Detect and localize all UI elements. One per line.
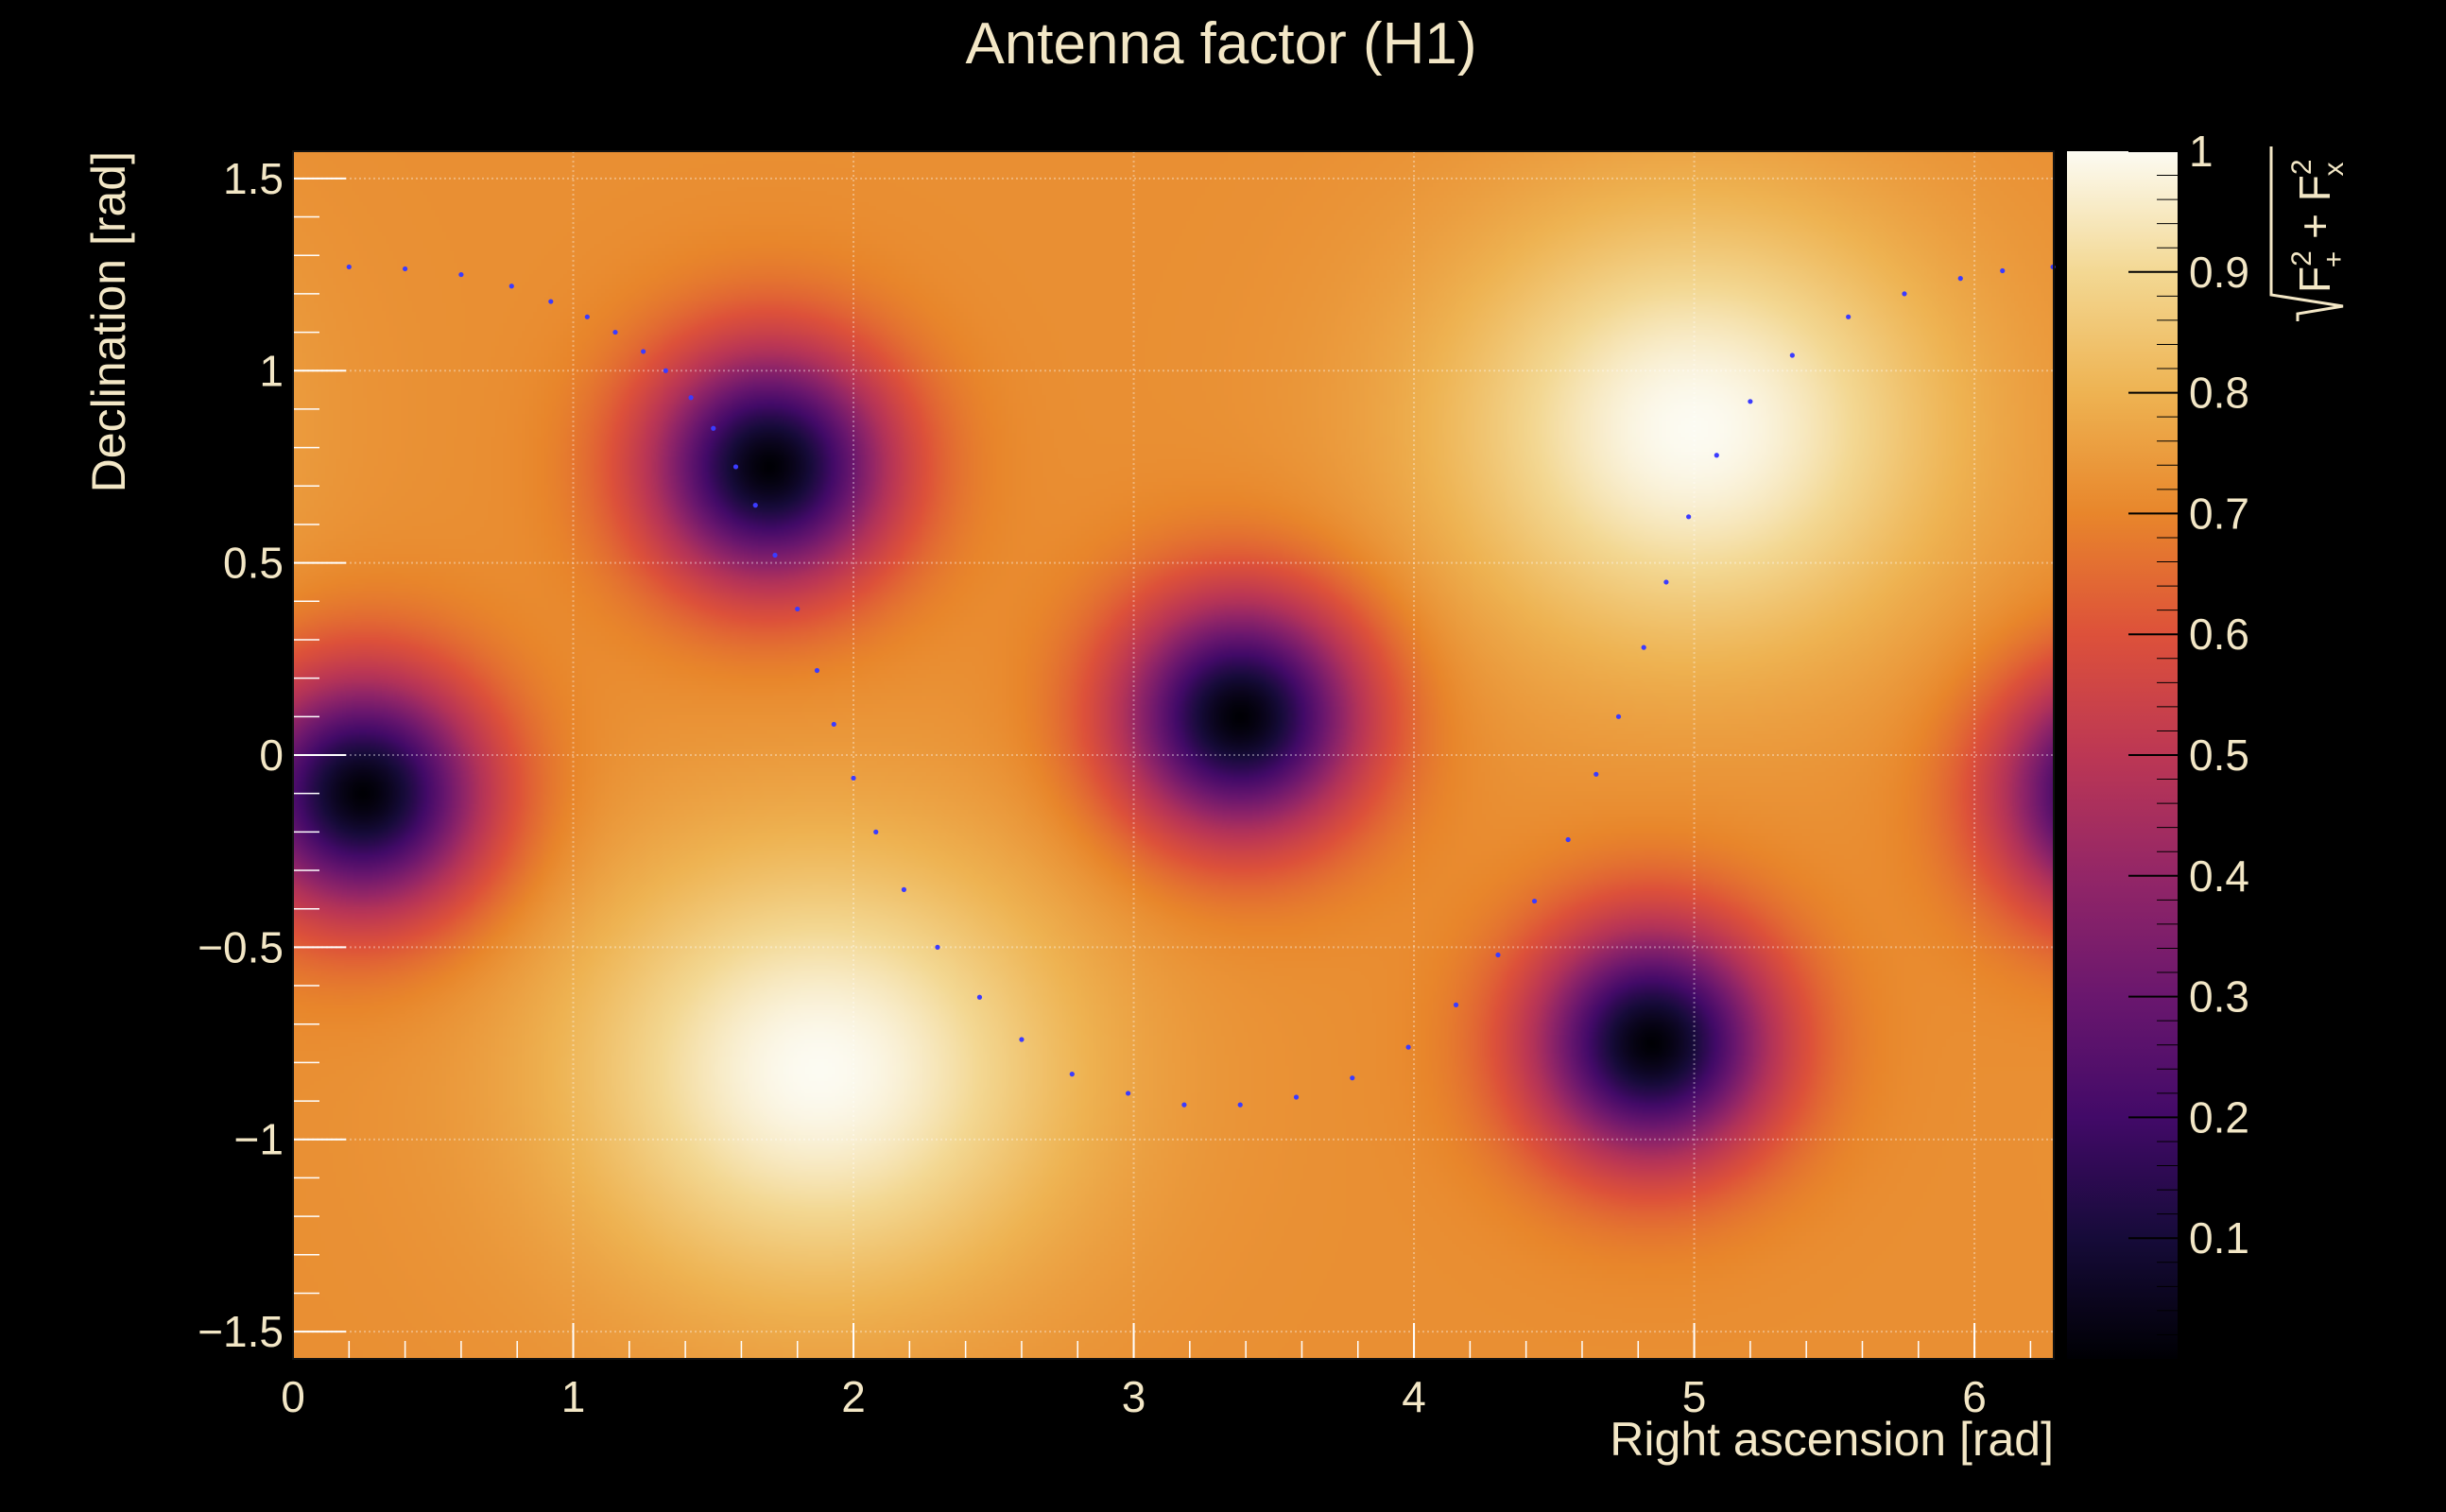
curve-point [1957, 276, 1963, 282]
curve-point [752, 503, 758, 508]
heatmap-image [293, 151, 2054, 1359]
colorbar-tick-label: 0.8 [2189, 369, 2249, 418]
colorbar-tick-label: 0.1 [2189, 1213, 2249, 1263]
curve-point [795, 606, 801, 612]
colorbar-tick-label: 0.7 [2189, 489, 2249, 538]
x-tick-label: 2 [841, 1372, 866, 1421]
curve-point [1789, 352, 1795, 358]
colorbar-tick-label: 0.9 [2189, 248, 2249, 297]
y-tick-labels: −1.5 −1 −0.5 0 0.5 1 1.5 [198, 154, 284, 1356]
overlay-curve [346, 264, 2056, 1108]
curve-point [584, 314, 590, 319]
colorbar-label: F2+ + F2x [2269, 146, 2350, 321]
curve-point [1019, 1037, 1025, 1042]
curve-point [1237, 1102, 1243, 1108]
curve-point [711, 425, 716, 431]
curve-point [1641, 644, 1646, 650]
curve-point [1593, 771, 1599, 777]
curve-point [508, 284, 514, 289]
x-tick-label: 3 [1122, 1372, 1146, 1421]
curve-point [1615, 713, 1622, 719]
curve-point [851, 775, 856, 782]
grid-lines [293, 151, 2054, 1359]
curve-point [688, 395, 694, 401]
curve-point [814, 667, 820, 674]
curve-point [1846, 314, 1852, 319]
curve-point [732, 464, 739, 470]
chart-title: Antenna factor (H1) [965, 11, 1476, 77]
curve-point [641, 349, 646, 354]
curve-point [346, 264, 352, 270]
curve-point [1350, 1075, 1355, 1081]
curve-point [1686, 514, 1692, 520]
y-tick-label: 0.5 [223, 539, 284, 588]
curve-point [458, 271, 464, 278]
colorbar-ticks: 0.1 0.2 0.3 0.4 0.5 0.6 0.7 0.8 0.9 1 [2128, 127, 2249, 1335]
curve-point [976, 994, 983, 1000]
curve-point [1748, 399, 1753, 404]
x-tick-labels: 0 1 2 3 4 5 6 [281, 1372, 1987, 1421]
y-tick-label: −1.5 [198, 1307, 284, 1356]
curve-point [873, 829, 879, 834]
y-tick-label: 1 [259, 346, 284, 395]
curve-point [548, 299, 554, 304]
curve-point [1405, 1044, 1411, 1050]
y-tick-label: −1 [234, 1115, 284, 1164]
plot-frame [292, 150, 2055, 1360]
y-tick-label: 0 [259, 730, 284, 780]
curve-point [612, 329, 618, 335]
axis-ticks [292, 177, 2032, 1359]
curve-point [831, 721, 836, 728]
x-tick-label: 0 [281, 1372, 305, 1421]
colorbar-tick-label: 0.3 [2189, 972, 2249, 1022]
y-tick-label: 1.5 [223, 154, 284, 203]
x-axis-label: Right ascension [rad] [1610, 1413, 2054, 1466]
curve-point [1531, 898, 1538, 904]
x-tick-label: 4 [1402, 1372, 1426, 1421]
curve-point [1714, 453, 1719, 458]
curve-point [2000, 267, 2006, 274]
curve-point [1069, 1072, 1075, 1077]
svg-text:F2+ + F2x: F2+ + F2x [2286, 159, 2350, 293]
curve-point [1453, 1002, 1459, 1007]
curve-point [1495, 952, 1501, 958]
curve-point [1126, 1091, 1131, 1096]
colorbar-tick-label: 0.6 [2189, 610, 2249, 659]
curve-point [1663, 579, 1669, 585]
curve-point [663, 368, 668, 373]
curve-point [1902, 291, 1907, 297]
curve-point [1565, 836, 1571, 843]
colorbar-tick-label: 1 [2189, 127, 2213, 176]
x-tick-label: 5 [1682, 1372, 1707, 1421]
y-tick-label: −0.5 [198, 922, 284, 971]
curve-point [901, 886, 907, 892]
colorbar-tick-label: 0.2 [2189, 1092, 2249, 1142]
colorbar-tick-label: 0.5 [2189, 730, 2249, 780]
curve-point [1293, 1094, 1300, 1100]
curve-point [403, 266, 408, 272]
colorbar-tick-label: 0.4 [2189, 851, 2249, 901]
y-axis-label: Declination [rad] [82, 151, 135, 492]
x-tick-label: 1 [561, 1372, 586, 1421]
curve-point [935, 944, 940, 950]
curve-point [1181, 1102, 1187, 1108]
x-tick-label: 6 [1962, 1372, 1987, 1421]
curve-point [772, 552, 778, 558]
